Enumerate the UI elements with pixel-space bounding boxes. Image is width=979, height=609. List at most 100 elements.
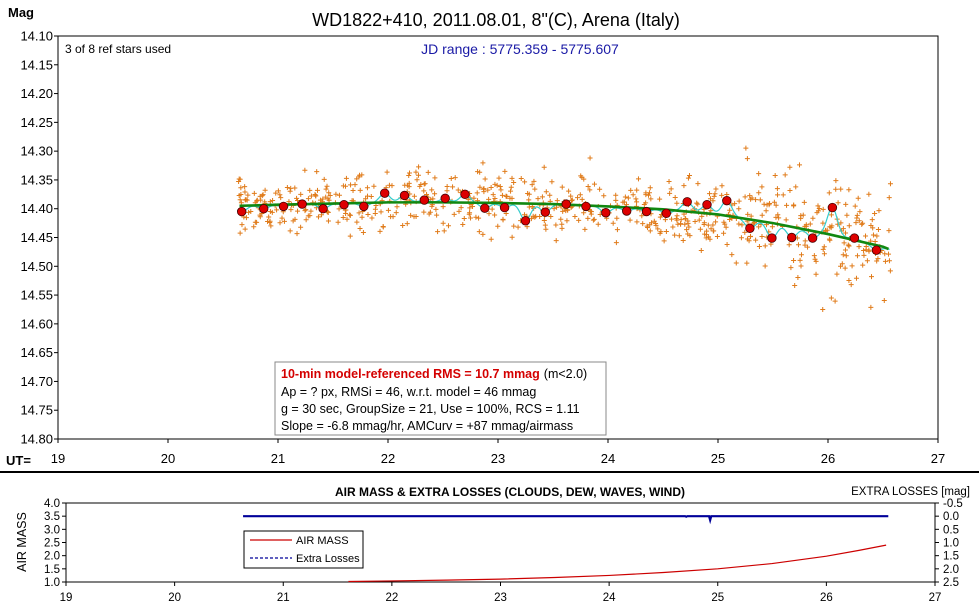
raw-point [252, 219, 258, 225]
x-tick-label: 27 [931, 451, 945, 466]
average-point [702, 199, 712, 210]
raw-point [302, 167, 308, 173]
raw-point [821, 251, 827, 257]
raw-point [614, 227, 620, 233]
raw-point [711, 193, 717, 199]
raw-point [354, 219, 360, 225]
average-point [561, 199, 571, 209]
raw-point [303, 217, 309, 223]
raw-point [492, 181, 498, 187]
raw-point [869, 217, 875, 223]
raw-point [857, 209, 863, 215]
average-point [745, 223, 755, 233]
raw-point [802, 223, 808, 229]
info-box: 10-min model-referenced RMS = 10.7 mmag (… [274, 361, 607, 436]
raw-point [826, 190, 832, 196]
raw-point [535, 196, 541, 202]
raw-point [674, 217, 680, 223]
raw-point [508, 188, 514, 194]
raw-point [681, 183, 687, 189]
raw-point [327, 193, 333, 199]
average-point [767, 233, 777, 243]
raw-point [863, 233, 869, 239]
raw-point [492, 212, 498, 218]
raw-point [756, 171, 762, 177]
raw-point [823, 227, 829, 233]
raw-point [757, 197, 763, 203]
raw-point [838, 186, 844, 192]
raw-point [288, 207, 294, 213]
raw-point [685, 175, 691, 181]
raw-point [554, 198, 560, 204]
raw-point [417, 183, 423, 189]
extra-losses-tick-label: 1.0 [943, 538, 959, 550]
raw-point [842, 265, 848, 271]
average-point [440, 193, 450, 204]
raw-point [797, 162, 803, 168]
airmass-x-tick-label: 22 [385, 592, 398, 604]
raw-point [787, 187, 793, 193]
x-tick-label: 19 [51, 451, 65, 466]
raw-point [295, 208, 301, 214]
raw-point [729, 252, 735, 258]
airmass-x-tick-label: 21 [277, 592, 290, 604]
raw-point [558, 216, 564, 222]
raw-point [559, 225, 565, 231]
raw-point [425, 169, 431, 175]
raw-point [541, 217, 547, 223]
raw-point [354, 176, 360, 182]
raw-point [685, 231, 691, 237]
raw-point [727, 207, 733, 213]
airmass-x-tick-label: 20 [168, 592, 181, 604]
y-tick-label: 14.80 [20, 432, 53, 447]
raw-point [732, 201, 738, 207]
x-tick-label: 20 [161, 451, 175, 466]
raw-point [246, 209, 252, 215]
raw-point [860, 262, 866, 268]
raw-point [244, 197, 250, 203]
raw-point [745, 211, 751, 217]
raw-point [377, 228, 383, 234]
average-point [339, 199, 349, 210]
raw-point [864, 258, 870, 264]
raw-point [549, 179, 555, 185]
raw-point [854, 215, 860, 221]
average-point [581, 201, 591, 212]
raw-point [663, 229, 669, 235]
raw-point [287, 228, 293, 234]
raw-point [640, 221, 646, 227]
raw-point [572, 213, 578, 219]
raw-point [408, 212, 414, 218]
raw-point [413, 214, 419, 220]
raw-point [473, 214, 479, 220]
y-tick-label: 14.75 [20, 403, 53, 418]
raw-point [302, 208, 308, 214]
raw-point [678, 217, 684, 223]
raw-point [610, 220, 616, 226]
raw-point [849, 263, 855, 269]
raw-point [870, 232, 876, 238]
raw-point [713, 186, 719, 192]
raw-point [784, 202, 790, 208]
raw-point [480, 231, 486, 237]
raw-point [708, 208, 714, 214]
raw-point [543, 226, 549, 232]
raw-point [542, 222, 548, 228]
raw-point [644, 223, 650, 229]
raw-point [585, 215, 591, 221]
raw-point [281, 218, 287, 224]
raw-point [707, 236, 713, 242]
raw-point [320, 196, 326, 202]
raw-point [783, 217, 789, 223]
airmass-axis-label: AIR MASS [15, 512, 29, 572]
raw-point [404, 221, 410, 227]
raw-point [260, 192, 266, 198]
raw-point [492, 195, 498, 201]
raw-point [745, 236, 751, 242]
info-line-2: g = 30 sec, GroupSize = 21, Use = 100%, … [281, 402, 580, 416]
raw-point [360, 229, 366, 235]
raw-point [698, 247, 704, 253]
raw-point [458, 205, 464, 211]
raw-point [787, 164, 793, 170]
raw-point [448, 176, 454, 182]
